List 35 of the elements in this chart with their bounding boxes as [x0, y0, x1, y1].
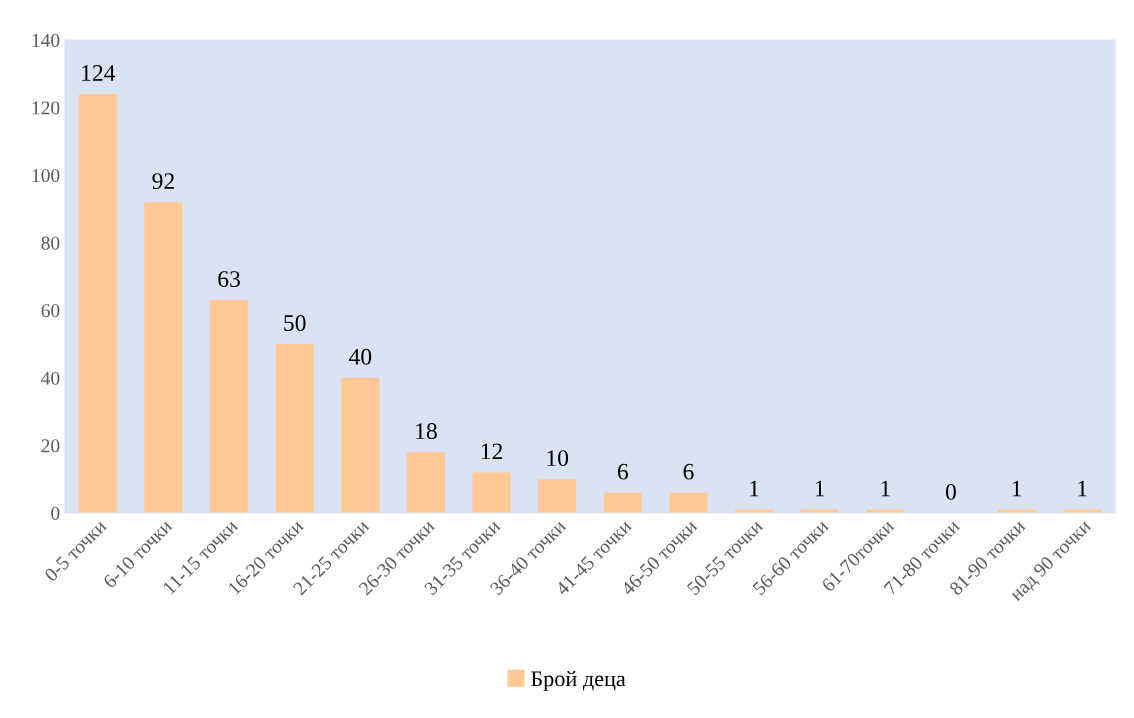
- bar: [603, 492, 642, 513]
- bar: [78, 94, 117, 513]
- data-label: 0: [945, 483, 956, 500]
- y-tick-label: 20: [41, 439, 60, 453]
- y-tick-label: 100: [32, 168, 60, 183]
- data-label: 1: [1078, 480, 1087, 497]
- legend-label: Брой деца: [531, 670, 626, 691]
- y-tick-label: 120: [32, 101, 60, 115]
- y-tick-label: 140: [32, 33, 60, 47]
- data-label: 18: [416, 423, 437, 440]
- bar: [472, 472, 511, 513]
- data-label: 124: [82, 65, 116, 81]
- bar: [669, 492, 708, 513]
- data-label: 50: [284, 315, 306, 331]
- data-label: 92: [152, 173, 174, 190]
- bar: [144, 202, 183, 513]
- data-label: 6: [617, 463, 629, 480]
- data-label: 10: [547, 450, 569, 467]
- data-label: 1: [750, 480, 759, 497]
- data-label: 6: [683, 463, 694, 480]
- bar: [538, 479, 577, 513]
- data-label: 12: [481, 443, 503, 460]
- y-tick-label: 80: [41, 236, 60, 250]
- data-label: 1: [815, 480, 825, 497]
- bar: [341, 377, 380, 513]
- bar: [406, 452, 445, 513]
- data-label: 40: [348, 348, 372, 365]
- bar: [275, 344, 314, 513]
- y-tick-label: 0: [51, 506, 60, 520]
- y-tick-label: 60: [41, 304, 60, 318]
- y-tick-label: 40: [41, 371, 60, 385]
- bar: [210, 300, 249, 513]
- data-label: 63: [218, 271, 240, 288]
- data-label: 1: [1012, 480, 1022, 497]
- data-label: 1: [881, 480, 890, 497]
